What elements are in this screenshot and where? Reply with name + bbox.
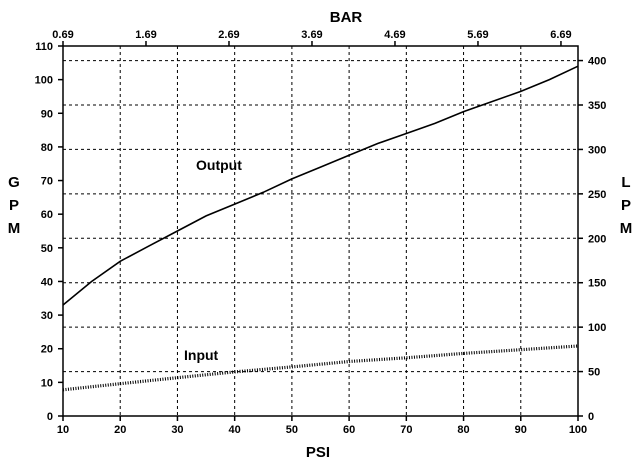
right-axis-title-letter-2: P <box>621 197 631 214</box>
left-axis-title: G P M <box>8 174 21 237</box>
y-left-tick-label: 20 <box>41 344 53 356</box>
x-bottom-tick-label: 10 <box>57 424 69 436</box>
x-bottom-tick-label: 20 <box>114 424 126 436</box>
x-bottom-tick-label: 90 <box>515 424 527 436</box>
y-left-tick-label: 0 <box>47 411 53 423</box>
x-bottom-tick-label: 50 <box>286 424 298 436</box>
y-left-tick-label: 110 <box>35 41 53 53</box>
x-top-tick-label: 2.69 <box>218 29 239 41</box>
x-top-tick-label: 6.69 <box>550 29 571 41</box>
y-left-tick-label: 10 <box>41 377 53 389</box>
y-right-tick-label: 200 <box>588 233 606 245</box>
y-right-tick-label: 50 <box>588 367 600 379</box>
x-top-tick-label: 0.69 <box>52 29 73 41</box>
series-line-output <box>62 65 579 306</box>
series-label-output: Output <box>196 157 242 173</box>
y-left-tick-label: 30 <box>41 310 53 322</box>
y-right-tick-label: 0 <box>588 411 594 423</box>
x-bottom-tick-label: 30 <box>171 424 183 436</box>
series-label-input: Input <box>184 347 219 363</box>
y-left-tick-label: 50 <box>41 243 53 255</box>
x-top-tick-label: 4.69 <box>384 29 405 41</box>
y-right-tick-label: 100 <box>588 322 606 334</box>
y-left-tick-label: 70 <box>41 176 53 188</box>
x-top-tick-label: 5.69 <box>467 29 488 41</box>
plot-frame <box>62 45 579 417</box>
y-left-tick-label: 40 <box>41 276 53 288</box>
x-bottom-tick-label: 70 <box>400 424 412 436</box>
y-right-tick-label: 350 <box>588 100 606 112</box>
right-axis-title-letter-1: L <box>621 174 630 191</box>
left-axis-title-letter-3: M <box>8 220 21 237</box>
y-left-tick-label: 60 <box>41 209 53 221</box>
left-axis-title-letter-2: P <box>9 197 19 214</box>
left-axis-title-letter-1: G <box>8 174 20 191</box>
x-bottom-tick-label: 60 <box>343 424 355 436</box>
y-right-tick-label: 400 <box>588 56 606 68</box>
x-top-tick-label: 1.69 <box>135 29 156 41</box>
grid <box>63 46 578 416</box>
series-line-input <box>62 344 579 392</box>
y-left-tick-label: 90 <box>41 108 53 120</box>
y-left-tick-label: 100 <box>35 75 53 87</box>
top-axis-title: BAR <box>330 9 363 26</box>
x-bottom-tick-label: 100 <box>569 424 587 436</box>
y-right-tick-label: 300 <box>588 144 606 156</box>
x-bottom-tick-label: 80 <box>457 424 469 436</box>
y-left-tick-label: 80 <box>41 142 53 154</box>
series-lines <box>62 65 579 392</box>
right-axis-title-letter-3: M <box>620 220 633 237</box>
right-axis-title: L P M <box>620 174 633 237</box>
x-top-tick-label: 3.69 <box>301 29 322 41</box>
y-right-tick-label: 250 <box>588 189 606 201</box>
bottom-axis-title: PSI <box>306 444 330 461</box>
x-bottom-tick-label: 40 <box>229 424 241 436</box>
y-right-tick-label: 150 <box>588 278 606 290</box>
